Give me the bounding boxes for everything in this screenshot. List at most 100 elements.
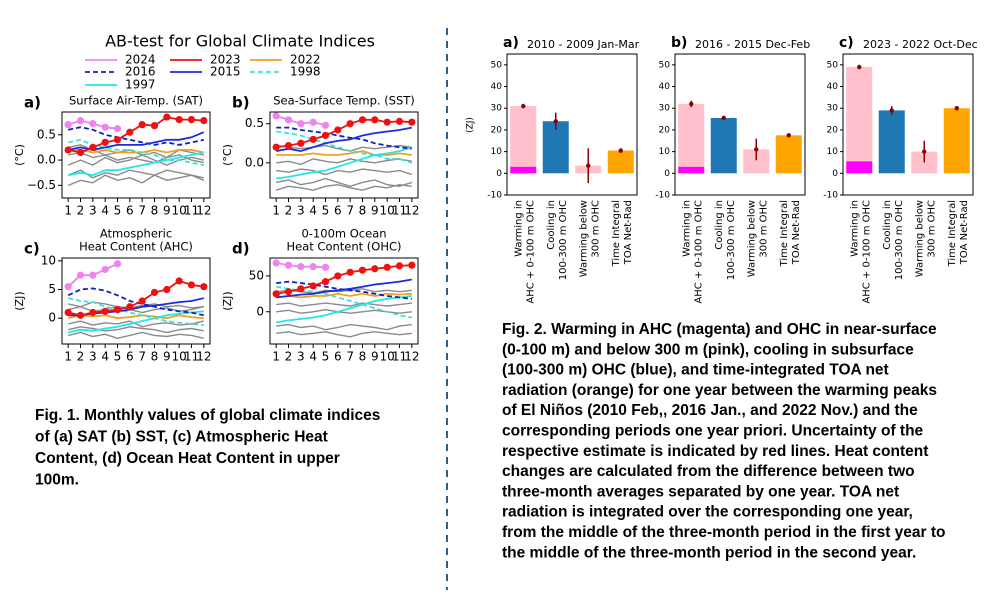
caption-line: Content, (d) Ocean Heat Content in upper: [35, 450, 340, 467]
y-tick-label: 40: [659, 82, 671, 92]
y-tick-label: 0: [256, 304, 264, 318]
panel-label: c): [839, 35, 854, 51]
y-tick-label: −0.5: [27, 178, 56, 192]
series-marker: [89, 120, 97, 128]
caption-line: 100m.: [35, 472, 79, 489]
y-tick-label: 50: [491, 60, 503, 70]
x-tick-label: 3: [297, 350, 305, 364]
legend-label: 1998: [290, 65, 321, 79]
y-tick-label: 0: [832, 169, 838, 179]
x-tick-label: 6: [334, 350, 342, 364]
series-line: [276, 278, 412, 299]
error-center: [521, 103, 526, 109]
series-line: [276, 130, 413, 164]
caption-line: Fig. 1. Monthly values of global climate…: [35, 407, 380, 424]
series-marker: [76, 271, 85, 279]
error-center: [889, 108, 894, 113]
series-line: [68, 138, 204, 166]
error-center: [786, 133, 791, 138]
error-center: [857, 64, 862, 70]
series-line: [68, 131, 205, 151]
x-tick-label: 2: [285, 350, 293, 364]
caption-line: radiation (orange) for one year between …: [502, 382, 937, 399]
x-tick-label: 3: [89, 204, 97, 218]
x-tick-label: 1: [64, 350, 72, 364]
series-marker: [383, 118, 391, 126]
series-marker: [89, 271, 97, 279]
y-tick-label: 50: [827, 60, 839, 70]
x-tick-label: 5: [114, 204, 122, 218]
bar: [911, 151, 938, 174]
error-center: [721, 115, 726, 121]
x-tick-label: 10: [380, 350, 395, 364]
series-marker: [113, 260, 122, 268]
error-center: [553, 119, 558, 124]
series-line: [67, 314, 204, 320]
bar: [775, 135, 802, 174]
x-tick-label: 300 m OHC: [758, 200, 769, 258]
series-marker: [297, 263, 305, 271]
series-line: [68, 320, 204, 328]
series-marker: [408, 261, 416, 269]
y-tick-label: 0.0: [37, 153, 56, 167]
y-axis-label: (ZJ): [466, 117, 476, 133]
series-marker: [138, 121, 146, 129]
plot-frame: [674, 53, 806, 196]
y-tick-label: 20: [827, 125, 839, 135]
series-marker: [297, 120, 305, 128]
y-tick-label: 0.0: [245, 155, 264, 169]
series-marker: [126, 303, 134, 311]
panel-label: a): [24, 94, 41, 112]
caption-line: respective estimate is indicated by red …: [502, 443, 928, 460]
y-tick-label: 20: [491, 125, 503, 135]
x-tick-label: 8: [151, 350, 159, 364]
x-tick-label: 8: [359, 204, 367, 218]
series-line: [276, 150, 412, 156]
x-tick-label: 8: [151, 204, 159, 218]
x-tick-label: Warming below: [746, 200, 757, 277]
series-marker: [113, 125, 122, 133]
x-tick-label: 1: [64, 204, 72, 218]
caption-line: (0-100 m) and below 300 m (pink), coolin…: [502, 341, 914, 358]
y-tick-label: 0.5: [245, 116, 264, 130]
series-marker: [321, 131, 330, 140]
x-tick-label: 11: [392, 350, 407, 364]
series-marker: [163, 285, 171, 294]
x-tick-label: 2: [77, 204, 85, 218]
series-marker: [150, 122, 159, 130]
series-marker: [101, 307, 109, 315]
series-marker: [76, 148, 85, 157]
legend-label: 2022: [290, 53, 321, 67]
series-marker: [297, 139, 305, 147]
error-center: [586, 163, 591, 168]
series-line: [67, 174, 205, 187]
caption-line: corresponding periods one year priori. U…: [502, 423, 924, 440]
y-tick-label: -10: [655, 191, 670, 201]
series-line: [276, 126, 412, 153]
series-line: [68, 151, 204, 164]
series-marker: [150, 288, 159, 296]
x-tick-label: 9: [163, 204, 171, 218]
caption-line: (100-300 m) OHC (blue), and time-integra…: [502, 362, 889, 379]
series-marker: [163, 113, 171, 121]
legend-label: 2016: [125, 65, 156, 79]
series-marker: [175, 277, 183, 285]
x-tick-label: 100-300 m OHC: [894, 200, 905, 280]
x-tick-label: 100-300 m OHC: [558, 200, 569, 280]
series-line: [276, 323, 412, 331]
x-tick-label: 11: [184, 350, 199, 364]
series-marker: [297, 285, 305, 293]
figure-title: AB-test for Global Climate Indices: [105, 32, 375, 51]
caption-line: radiation is integrated over the corresp…: [502, 504, 913, 521]
x-tick-label: 11: [184, 204, 199, 218]
series-marker: [346, 268, 354, 276]
series-line: [68, 310, 204, 334]
series-marker: [309, 263, 317, 271]
series-marker: [101, 123, 109, 131]
series-marker: [64, 121, 72, 129]
x-tick-label: 7: [138, 204, 146, 218]
series-marker: [187, 281, 196, 289]
caption-line: of El Niños (2010 Feb,, 2016 Jan., and 2…: [502, 402, 918, 419]
bar: [943, 108, 970, 174]
legend-label: 2023: [210, 53, 241, 67]
